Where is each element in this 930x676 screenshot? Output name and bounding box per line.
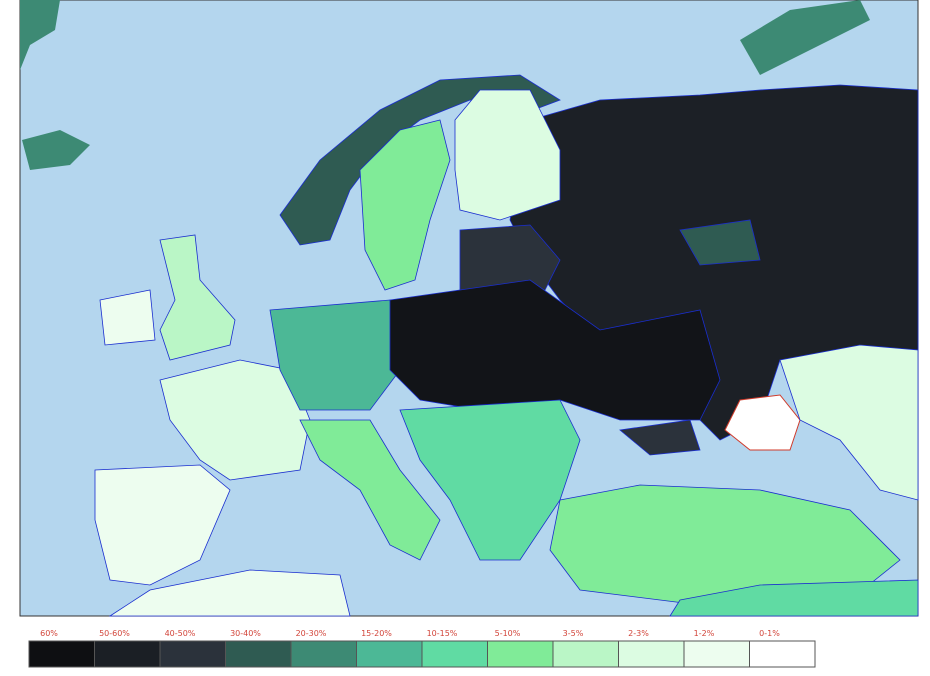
legend-label: 0-1% [759,629,780,638]
legend-label: 3-5% [563,629,584,638]
middle-east [669,579,919,617]
legend-swatch [356,640,423,668]
legend-swatch [28,640,95,668]
legend-swatch [487,640,554,668]
france [159,359,311,481]
legend-swatch [618,640,685,668]
poland-ukraine [389,279,721,421]
legend-swatch [94,640,161,668]
greenland [20,0,60,70]
sweden [359,119,451,291]
legend-swatch [290,640,357,668]
legend-label: 60% [40,629,58,638]
legend-swatch [225,640,292,668]
legend-swatch [421,640,488,668]
legend-label: 20-30% [296,629,327,638]
turkey [549,484,901,606]
legend-label: 1-2% [694,629,715,638]
legend-swatch [683,640,750,668]
legend-swatch [159,640,226,668]
ireland [99,289,156,346]
baltics [459,224,561,301]
crimea [619,419,701,456]
legend-label: 50-60% [99,629,130,638]
legend-label: 5-10% [495,629,521,638]
balkans [399,399,581,561]
legend-label: 2-3% [628,629,649,638]
region [679,219,761,266]
legend-label: 40-50% [165,629,196,638]
kazakhstan [779,344,919,501]
legend-label: 15-20% [361,629,392,638]
region-white [724,394,801,451]
iberia [94,464,231,586]
novaya-zemlya [740,0,870,75]
legend-label: 30-40% [230,629,261,638]
africa [108,569,351,617]
britain [159,234,236,361]
legend-label: 10-15% [427,629,458,638]
iceland [22,130,90,170]
italy [299,419,441,561]
legend-swatch [552,640,619,668]
legend: 60% 50-60% 40-50% 30-40% 20-30% 15-20% 10-15% 5… [28,629,816,668]
finland [454,89,561,221]
legend-swatch [749,640,816,668]
